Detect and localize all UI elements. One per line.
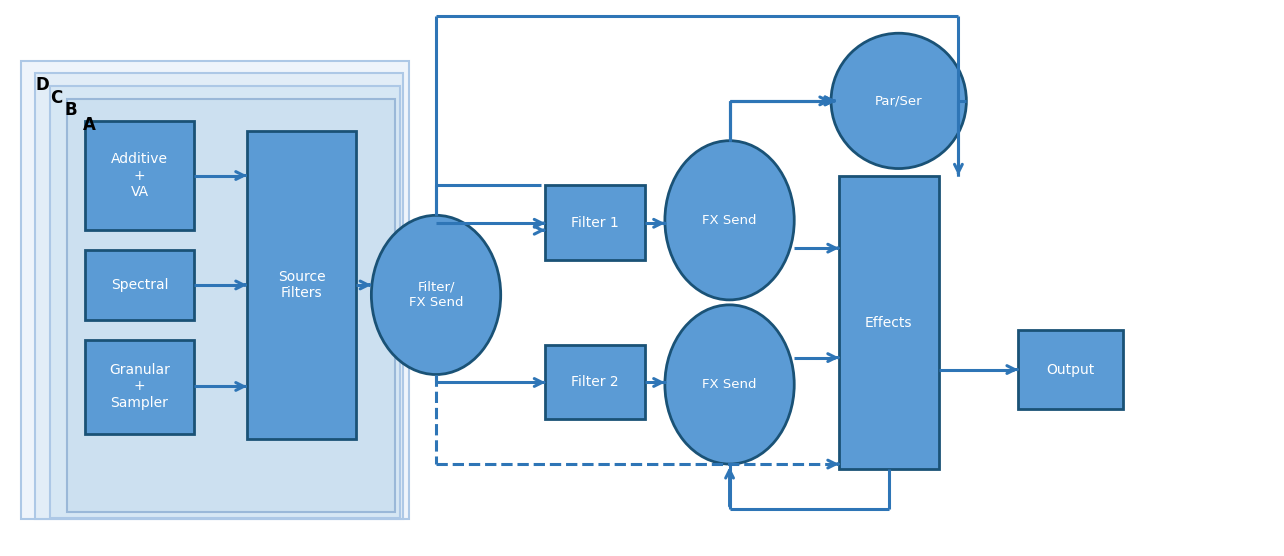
Bar	[838, 176, 939, 469]
Text: FX Send: FX Send	[702, 214, 756, 227]
Text: Par/Ser: Par/Ser	[874, 95, 922, 107]
Bar	[50, 86, 401, 518]
Text: Additive
+
VA: Additive + VA	[110, 152, 168, 198]
Text: Output: Output	[1046, 363, 1095, 376]
Text: Granular
+
Sampler: Granular + Sampler	[109, 363, 169, 410]
Bar	[546, 345, 645, 419]
Bar	[85, 340, 194, 434]
Bar	[67, 99, 395, 512]
Text: Effects: Effects	[865, 316, 913, 330]
Bar	[85, 121, 194, 230]
Text: Spectral: Spectral	[110, 278, 168, 292]
Bar	[1018, 330, 1122, 409]
Text: Filter 1: Filter 1	[571, 216, 619, 230]
Text: D: D	[35, 76, 49, 94]
Text: C: C	[50, 89, 62, 107]
Text: Filter 2: Filter 2	[571, 375, 619, 389]
Bar	[85, 250, 194, 320]
Ellipse shape	[371, 215, 501, 375]
Ellipse shape	[665, 141, 795, 300]
Bar	[546, 186, 645, 260]
Text: Source
Filters: Source Filters	[277, 270, 326, 300]
Text: FX Send: FX Send	[702, 378, 756, 391]
Ellipse shape	[831, 33, 967, 168]
Text: A: A	[82, 116, 96, 134]
Bar	[247, 131, 357, 439]
Bar	[21, 61, 410, 519]
Ellipse shape	[665, 305, 795, 464]
Text: Filter/
FX Send: Filter/ FX Send	[408, 281, 464, 309]
Text: B: B	[65, 101, 77, 119]
Bar	[35, 73, 403, 519]
